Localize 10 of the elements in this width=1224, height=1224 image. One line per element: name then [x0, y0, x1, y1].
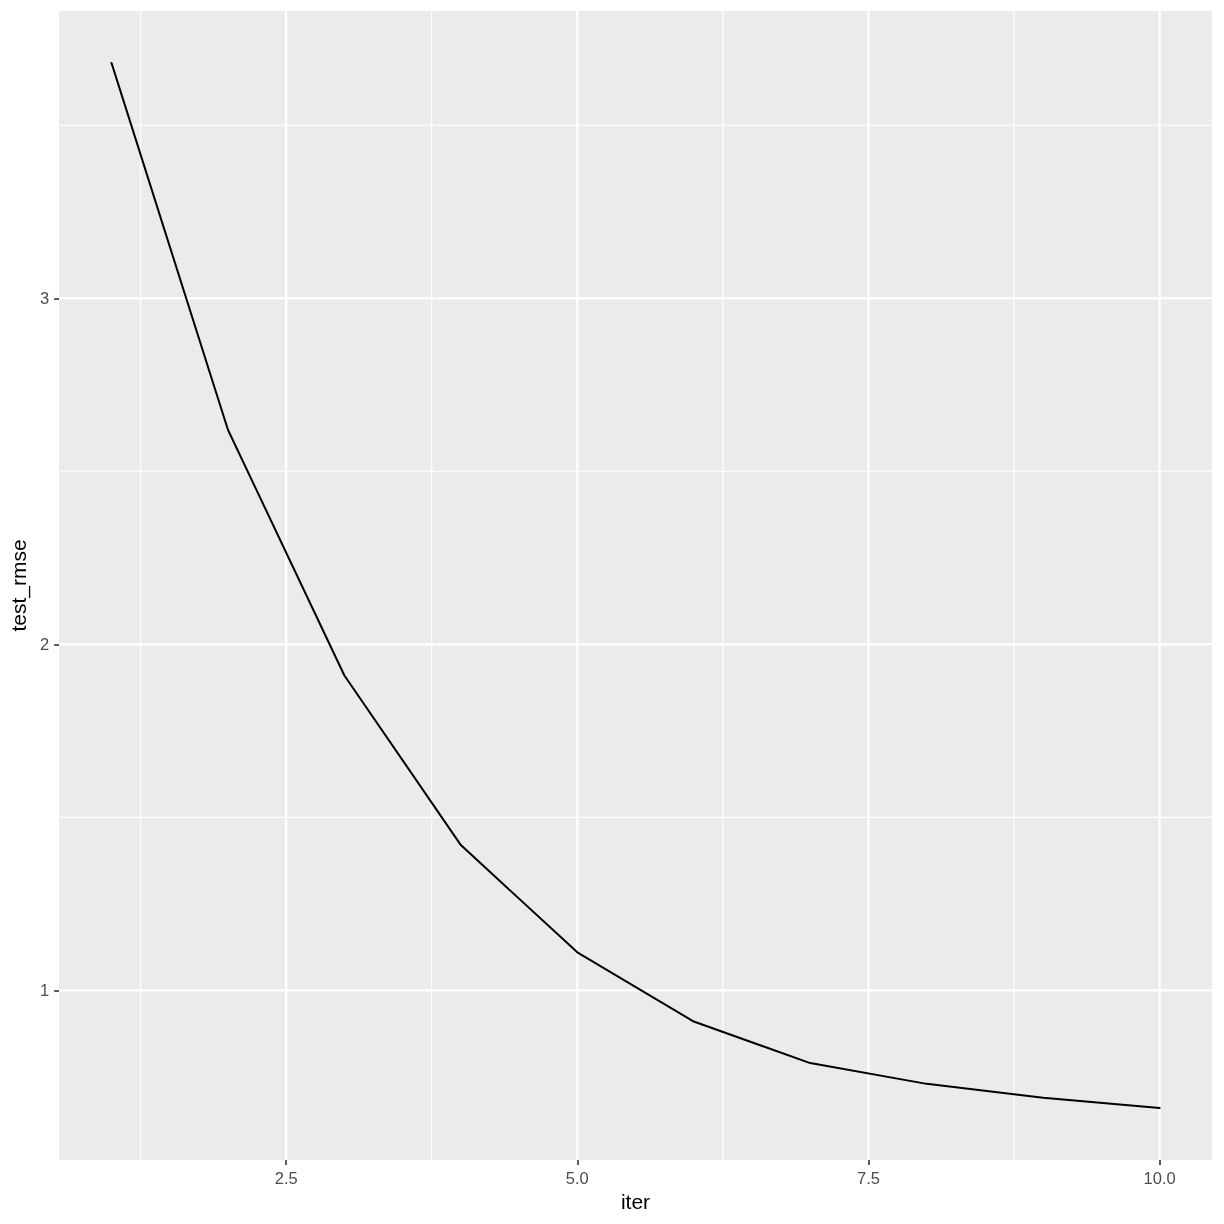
- y-tick-label: 2: [39, 635, 50, 654]
- y-tick-label: 3: [39, 289, 50, 308]
- x-tick-label: 7.5: [856, 1168, 880, 1187]
- x-tick-label: 2.5: [274, 1168, 298, 1187]
- x-axis-title: iter: [620, 1189, 651, 1213]
- y-axis-title: test_rmse: [7, 539, 31, 632]
- line-series: [110, 61, 1161, 1110]
- y-tick-label: 1: [39, 981, 50, 1000]
- x-tick-label: 5.0: [565, 1168, 589, 1187]
- x-tick-label: 10.0: [1143, 1168, 1176, 1187]
